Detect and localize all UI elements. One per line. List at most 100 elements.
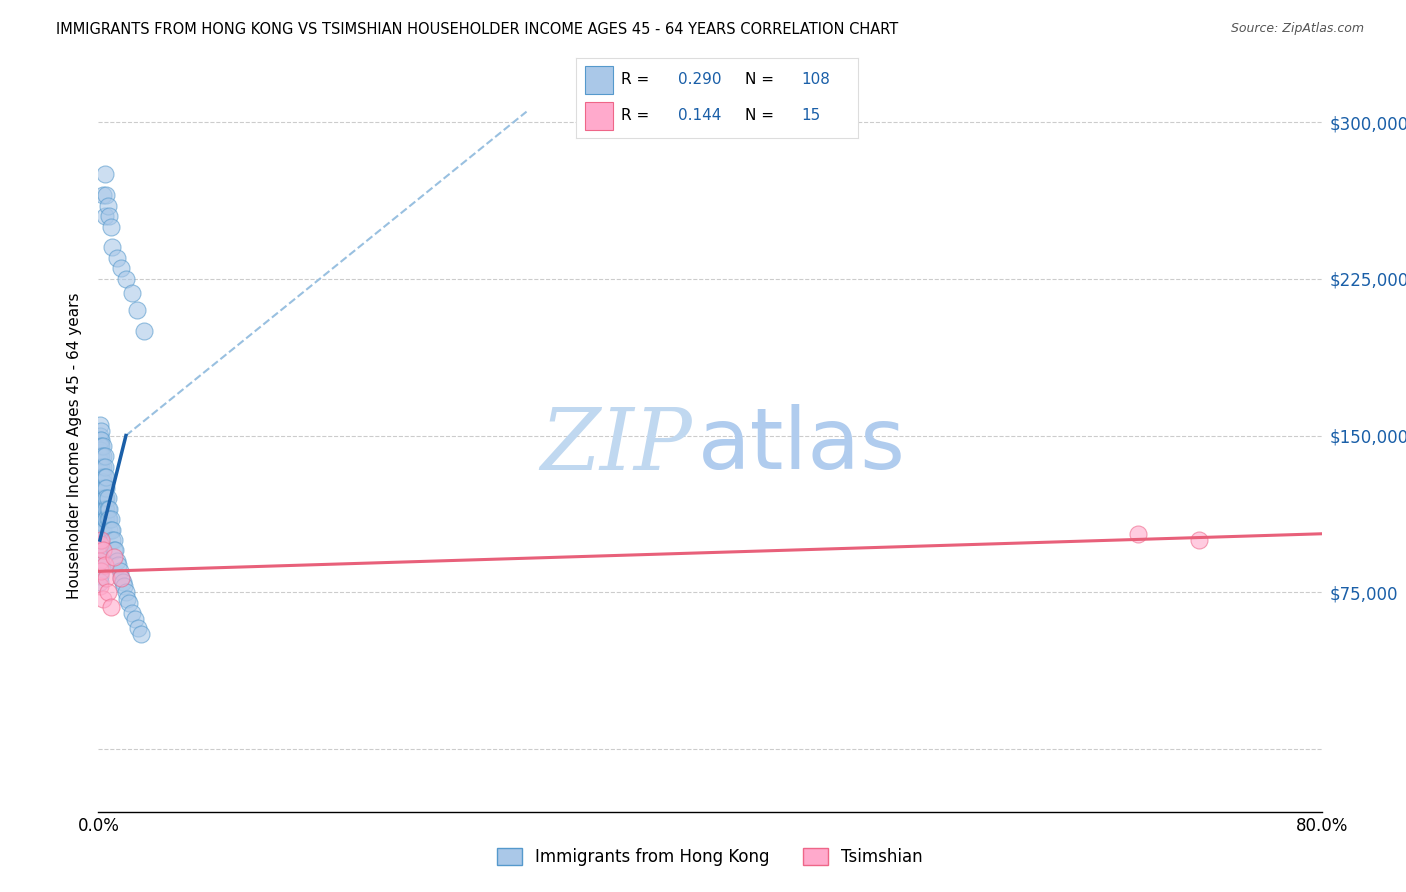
Point bbox=[108, 565, 131, 579]
Point bbox=[103, 543, 125, 558]
Point bbox=[100, 219, 122, 234]
Point bbox=[90, 508, 112, 522]
Point bbox=[134, 324, 156, 338]
Point bbox=[124, 612, 146, 626]
Point bbox=[98, 523, 121, 537]
Text: IMMIGRANTS FROM HONG KONG VS TSIMSHIAN HOUSEHOLDER INCOME AGES 45 - 64 YEARS COR: IMMIGRANTS FROM HONG KONG VS TSIMSHIAN H… bbox=[56, 22, 898, 37]
Point bbox=[90, 459, 112, 474]
Point bbox=[97, 199, 120, 213]
Point bbox=[89, 508, 111, 522]
Point bbox=[89, 554, 111, 568]
Point bbox=[90, 481, 112, 495]
Point bbox=[90, 433, 112, 447]
Point bbox=[89, 526, 111, 541]
Point bbox=[1188, 533, 1211, 547]
Point bbox=[93, 209, 115, 223]
Point bbox=[91, 491, 114, 506]
Point bbox=[105, 251, 128, 265]
Point bbox=[91, 470, 114, 484]
Point bbox=[118, 596, 141, 610]
Point bbox=[89, 568, 111, 582]
Point bbox=[90, 533, 112, 547]
Point bbox=[111, 574, 134, 589]
Point bbox=[91, 512, 114, 526]
Point bbox=[90, 439, 112, 453]
Point bbox=[105, 554, 128, 568]
Point bbox=[121, 286, 143, 301]
Point bbox=[90, 565, 112, 579]
Text: 108: 108 bbox=[801, 72, 831, 87]
Bar bbox=[585, 103, 613, 130]
Point bbox=[115, 272, 138, 286]
Point bbox=[91, 591, 114, 606]
Point bbox=[94, 512, 117, 526]
Point bbox=[89, 579, 111, 593]
Point bbox=[89, 548, 111, 562]
Point bbox=[89, 470, 111, 484]
Point bbox=[89, 537, 111, 551]
Point bbox=[94, 481, 117, 495]
Point bbox=[90, 450, 112, 464]
Point bbox=[93, 450, 115, 464]
Point bbox=[94, 491, 117, 506]
Point bbox=[89, 485, 111, 500]
Text: R =: R = bbox=[621, 108, 655, 123]
Text: N =: N = bbox=[745, 108, 779, 123]
Text: ZIP: ZIP bbox=[540, 405, 692, 487]
Point bbox=[91, 459, 114, 474]
Point bbox=[89, 523, 111, 537]
Point bbox=[91, 481, 114, 495]
Point bbox=[100, 599, 122, 614]
Point bbox=[110, 571, 132, 585]
Point bbox=[98, 501, 121, 516]
Point bbox=[101, 240, 124, 254]
Point bbox=[98, 512, 121, 526]
Point bbox=[103, 549, 125, 564]
Point bbox=[89, 443, 111, 458]
Point bbox=[89, 565, 111, 579]
Point bbox=[89, 537, 111, 551]
Point bbox=[90, 523, 112, 537]
Point bbox=[89, 481, 111, 495]
Point bbox=[91, 501, 114, 516]
Point bbox=[117, 591, 139, 606]
Point bbox=[97, 501, 120, 516]
Legend: Immigrants from Hong Kong, Tsimshian: Immigrants from Hong Kong, Tsimshian bbox=[491, 841, 929, 873]
Point bbox=[90, 470, 112, 484]
Point bbox=[93, 459, 115, 474]
Point bbox=[89, 533, 111, 547]
Point bbox=[94, 470, 117, 484]
Bar bbox=[585, 66, 613, 95]
Point bbox=[101, 523, 124, 537]
Point bbox=[93, 558, 115, 573]
Point bbox=[125, 303, 148, 318]
Point bbox=[91, 450, 114, 464]
Point bbox=[89, 501, 111, 516]
Point bbox=[91, 543, 114, 558]
Point bbox=[93, 481, 115, 495]
Text: 0.290: 0.290 bbox=[678, 72, 721, 87]
Point bbox=[100, 523, 122, 537]
Point bbox=[89, 491, 111, 506]
Point bbox=[89, 459, 111, 474]
Text: 0.144: 0.144 bbox=[678, 108, 721, 123]
Point bbox=[93, 491, 115, 506]
Point bbox=[104, 543, 127, 558]
Point bbox=[107, 558, 129, 573]
Point bbox=[93, 470, 115, 484]
Point bbox=[110, 571, 132, 585]
Point bbox=[97, 491, 120, 506]
Point bbox=[91, 523, 114, 537]
Point bbox=[89, 433, 111, 447]
Point bbox=[103, 533, 125, 547]
Point bbox=[90, 495, 112, 509]
Point bbox=[91, 475, 114, 489]
Point bbox=[89, 450, 111, 464]
Text: atlas: atlas bbox=[697, 404, 905, 488]
Point bbox=[97, 512, 120, 526]
Point bbox=[90, 501, 112, 516]
Point bbox=[110, 261, 132, 276]
Point bbox=[89, 439, 111, 453]
Point bbox=[89, 574, 111, 589]
Y-axis label: Householder Income Ages 45 - 64 years: Householder Income Ages 45 - 64 years bbox=[67, 293, 83, 599]
